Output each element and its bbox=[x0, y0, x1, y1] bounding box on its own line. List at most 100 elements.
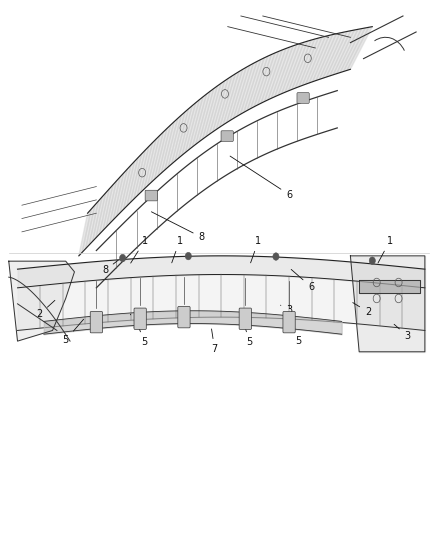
FancyBboxPatch shape bbox=[178, 306, 190, 328]
Polygon shape bbox=[199, 86, 217, 142]
Polygon shape bbox=[278, 43, 300, 95]
Text: 5: 5 bbox=[137, 322, 148, 347]
Text: 5: 5 bbox=[288, 324, 301, 346]
Polygon shape bbox=[165, 115, 181, 170]
Polygon shape bbox=[309, 35, 332, 83]
Polygon shape bbox=[124, 158, 138, 209]
Polygon shape bbox=[106, 177, 120, 227]
Text: 6: 6 bbox=[291, 269, 314, 292]
Polygon shape bbox=[306, 35, 329, 84]
Polygon shape bbox=[275, 45, 297, 96]
Polygon shape bbox=[151, 128, 167, 182]
Text: 1: 1 bbox=[251, 236, 261, 263]
FancyBboxPatch shape bbox=[239, 308, 251, 329]
Polygon shape bbox=[79, 209, 91, 256]
Polygon shape bbox=[103, 181, 117, 231]
Polygon shape bbox=[82, 205, 95, 252]
Polygon shape bbox=[258, 51, 279, 105]
Polygon shape bbox=[271, 46, 293, 98]
Circle shape bbox=[185, 252, 191, 260]
Polygon shape bbox=[127, 154, 141, 206]
Text: 2: 2 bbox=[353, 303, 371, 317]
Polygon shape bbox=[220, 71, 239, 127]
Polygon shape bbox=[326, 31, 351, 77]
Polygon shape bbox=[337, 29, 361, 74]
Text: 1: 1 bbox=[378, 236, 393, 263]
Text: 3: 3 bbox=[394, 324, 410, 341]
Polygon shape bbox=[254, 53, 275, 107]
FancyBboxPatch shape bbox=[283, 311, 295, 333]
Polygon shape bbox=[120, 161, 134, 213]
Polygon shape bbox=[155, 125, 170, 179]
Polygon shape bbox=[182, 100, 199, 155]
Polygon shape bbox=[282, 42, 304, 94]
Polygon shape bbox=[319, 32, 343, 79]
Polygon shape bbox=[302, 36, 325, 85]
Polygon shape bbox=[168, 112, 185, 167]
Polygon shape bbox=[131, 150, 145, 203]
Circle shape bbox=[369, 257, 375, 264]
Polygon shape bbox=[247, 56, 268, 110]
Polygon shape bbox=[134, 147, 149, 199]
FancyBboxPatch shape bbox=[221, 131, 233, 141]
Text: 5: 5 bbox=[63, 319, 84, 345]
Polygon shape bbox=[295, 38, 318, 88]
Polygon shape bbox=[92, 193, 106, 241]
Polygon shape bbox=[316, 33, 340, 80]
Polygon shape bbox=[359, 280, 420, 293]
Text: 1: 1 bbox=[131, 236, 148, 263]
Polygon shape bbox=[99, 185, 113, 234]
Polygon shape bbox=[240, 60, 261, 114]
Polygon shape bbox=[350, 256, 425, 352]
Polygon shape bbox=[289, 40, 311, 91]
Polygon shape bbox=[233, 63, 253, 118]
FancyBboxPatch shape bbox=[134, 308, 146, 329]
Polygon shape bbox=[148, 132, 163, 186]
Polygon shape bbox=[343, 27, 369, 71]
Polygon shape bbox=[141, 139, 156, 192]
Polygon shape bbox=[223, 69, 243, 125]
Polygon shape bbox=[137, 143, 152, 196]
Polygon shape bbox=[244, 58, 264, 112]
Text: 5: 5 bbox=[244, 324, 253, 347]
Polygon shape bbox=[347, 27, 372, 70]
FancyBboxPatch shape bbox=[145, 190, 157, 201]
Polygon shape bbox=[265, 49, 286, 101]
Polygon shape bbox=[189, 94, 207, 150]
Polygon shape bbox=[333, 29, 358, 75]
Circle shape bbox=[273, 253, 279, 260]
Polygon shape bbox=[192, 91, 210, 147]
Polygon shape bbox=[206, 81, 225, 136]
Polygon shape bbox=[161, 118, 178, 173]
Polygon shape bbox=[175, 106, 192, 161]
Polygon shape bbox=[179, 103, 196, 158]
Polygon shape bbox=[203, 83, 221, 139]
Polygon shape bbox=[268, 47, 290, 100]
Text: 8: 8 bbox=[152, 212, 205, 242]
FancyBboxPatch shape bbox=[90, 311, 102, 333]
Polygon shape bbox=[209, 78, 228, 134]
Polygon shape bbox=[216, 74, 235, 130]
Polygon shape bbox=[9, 261, 74, 341]
Polygon shape bbox=[86, 201, 99, 248]
Polygon shape bbox=[237, 61, 257, 116]
Polygon shape bbox=[226, 67, 246, 123]
Polygon shape bbox=[144, 135, 160, 189]
Polygon shape bbox=[313, 34, 336, 82]
Polygon shape bbox=[96, 189, 109, 238]
FancyBboxPatch shape bbox=[297, 93, 309, 103]
Polygon shape bbox=[251, 54, 272, 109]
Text: 8: 8 bbox=[102, 260, 118, 275]
Polygon shape bbox=[185, 97, 203, 152]
Text: 3: 3 bbox=[131, 314, 139, 330]
Polygon shape bbox=[299, 37, 322, 87]
Circle shape bbox=[120, 254, 126, 262]
Polygon shape bbox=[292, 39, 314, 90]
Polygon shape bbox=[340, 28, 365, 72]
Text: 3: 3 bbox=[280, 305, 292, 315]
Text: 1: 1 bbox=[172, 236, 183, 263]
Polygon shape bbox=[113, 169, 127, 220]
Polygon shape bbox=[323, 31, 347, 78]
Polygon shape bbox=[330, 30, 354, 76]
Polygon shape bbox=[158, 122, 174, 176]
